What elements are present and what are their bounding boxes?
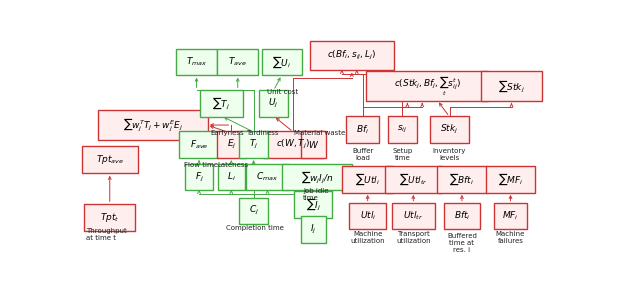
FancyBboxPatch shape [185,164,213,190]
Text: $\sum Utl_i$: $\sum Utl_i$ [355,172,380,187]
FancyBboxPatch shape [200,90,243,116]
Text: $E_j$: $E_j$ [227,138,236,151]
FancyBboxPatch shape [436,166,487,193]
FancyBboxPatch shape [99,110,209,140]
Text: $F_j$: $F_j$ [195,171,204,184]
Text: $Tpt_t$: $Tpt_t$ [100,211,120,224]
FancyBboxPatch shape [246,164,289,190]
Text: $W$: $W$ [308,139,319,150]
Text: $T_{ave}$: $T_{ave}$ [228,56,247,68]
Text: $\sum w_j^T T_j + w_j^E E_j$: $\sum w_j^T T_j + w_j^E E_j$ [123,116,184,134]
Text: Completion time: Completion time [227,225,284,231]
FancyBboxPatch shape [259,90,288,116]
Text: Tardiness: Tardiness [246,130,278,136]
Text: $Utl_{tr}$: $Utl_{tr}$ [403,210,423,222]
FancyBboxPatch shape [301,131,326,158]
FancyBboxPatch shape [218,164,244,190]
Text: $c(Stk_j, Bf_j, \sum_t s_{ij}^t)$: $c(Stk_j, Bf_j, \sum_t s_{ij}^t)$ [394,74,461,98]
FancyBboxPatch shape [444,203,480,230]
Text: $T_j$: $T_j$ [249,138,258,151]
Text: Buffered
time at
res. i: Buffered time at res. i [447,233,477,253]
Text: $Utl_i$: $Utl_i$ [360,210,376,222]
FancyBboxPatch shape [82,146,138,173]
FancyBboxPatch shape [239,198,268,224]
FancyBboxPatch shape [346,116,379,143]
FancyBboxPatch shape [342,166,393,193]
Text: $\sum MF_i$: $\sum MF_i$ [498,172,523,187]
Text: $\sum I_j$: $\sum I_j$ [306,196,321,212]
Text: $C_{max}$: $C_{max}$ [257,171,278,183]
Text: $Bf_i$: $Bf_i$ [356,123,369,136]
FancyBboxPatch shape [176,49,217,75]
FancyBboxPatch shape [392,203,435,230]
Text: $c(W, T_j)$: $c(W, T_j)$ [276,138,310,151]
Text: Flow time: Flow time [184,162,218,168]
FancyBboxPatch shape [430,116,469,143]
FancyBboxPatch shape [217,131,246,158]
FancyBboxPatch shape [486,166,535,193]
FancyBboxPatch shape [179,131,220,158]
Text: Machine
failures: Machine failures [496,231,525,244]
FancyBboxPatch shape [494,203,527,230]
Text: Material waste: Material waste [294,130,346,136]
Text: Setup
time: Setup time [392,148,413,161]
FancyBboxPatch shape [218,49,258,75]
Text: $\sum T_j$: $\sum T_j$ [212,95,230,111]
FancyBboxPatch shape [310,41,394,70]
Text: $\sum U_i$: $\sum U_i$ [273,54,291,70]
Text: $U_j$: $U_j$ [268,97,278,110]
Text: Buffer
load: Buffer load [352,148,373,161]
FancyBboxPatch shape [366,71,488,101]
Text: $F_{ave}$: $F_{ave}$ [190,138,208,151]
Text: Lateness: Lateness [218,162,248,168]
FancyBboxPatch shape [294,191,332,217]
Text: Job idle
time: Job idle time [303,188,329,201]
FancyBboxPatch shape [282,164,352,190]
FancyBboxPatch shape [301,216,326,243]
Text: $s_{ij}$: $s_{ij}$ [397,124,408,135]
Text: $Stk_j$: $Stk_j$ [440,123,459,136]
Text: $\sum Stk_j$: $\sum Stk_j$ [498,78,525,94]
Text: $I_j$: $I_j$ [310,223,316,236]
Text: $L_i$: $L_i$ [227,171,236,183]
FancyBboxPatch shape [239,131,268,158]
Text: $Bft_i$: $Bft_i$ [454,210,470,222]
FancyBboxPatch shape [385,166,442,193]
Text: Machine
utilization: Machine utilization [350,231,385,244]
Text: Earlyness: Earlyness [210,130,244,136]
Text: $\sum Bft_i$: $\sum Bft_i$ [449,172,474,187]
FancyBboxPatch shape [388,116,417,143]
Text: Unit cost: Unit cost [267,89,298,95]
Text: Transport
utilization: Transport utilization [396,231,431,244]
Text: $T_{max}$: $T_{max}$ [186,56,207,68]
Text: $C_j$: $C_j$ [248,204,259,217]
Text: Throughput
at time t: Throughput at time t [86,228,127,241]
FancyBboxPatch shape [349,203,386,230]
FancyBboxPatch shape [263,131,324,158]
FancyBboxPatch shape [262,49,302,75]
Text: $\sum w_j I_j$/n: $\sum w_j I_j$/n [301,169,333,185]
Text: Inventory
levels: Inventory levels [433,148,466,161]
Text: $\sum Utl_{tr}$: $\sum Utl_{tr}$ [399,172,428,187]
Text: $Tpt_{ave}$: $Tpt_{ave}$ [96,153,124,166]
FancyBboxPatch shape [481,71,542,101]
Text: $MF_i$: $MF_i$ [502,210,519,222]
FancyBboxPatch shape [84,204,135,231]
Text: $c(Bf_i, s_{ij}, L_j)$: $c(Bf_i, s_{ij}, L_j)$ [327,49,376,62]
